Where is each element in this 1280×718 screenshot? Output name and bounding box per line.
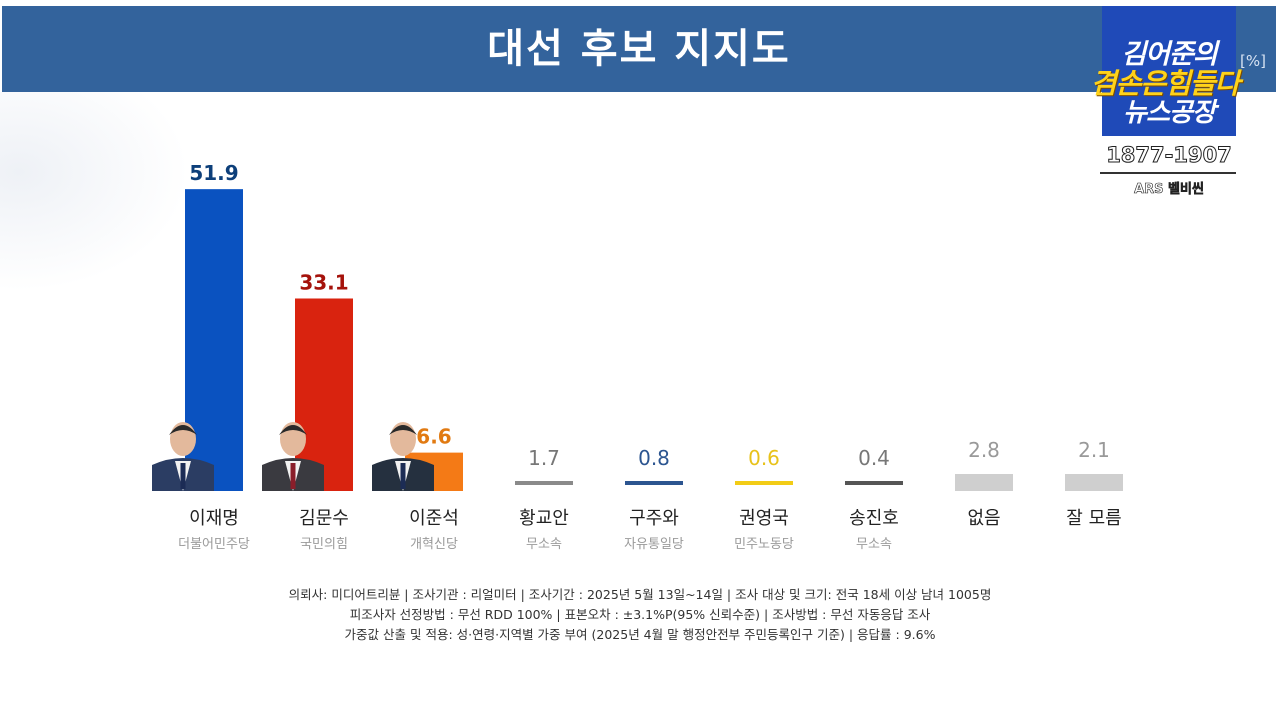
- category-label: 권영국: [739, 508, 789, 529]
- footnote-line: 피조사자 선정방법 : 무선 RDD 100% | 표본오차 : ±3.1%P(…: [349, 607, 931, 622]
- category-label: 이재명: [189, 508, 239, 529]
- logo-text-line3: 뉴스공장: [1123, 98, 1216, 128]
- bar: [515, 481, 573, 485]
- footnote-line: 가중값 산출 및 적용: 성·연령·지역별 가중 부여 (2025년 4월 말 …: [344, 627, 936, 642]
- data-label: 33.1: [299, 270, 348, 294]
- category-label: 송진호: [849, 508, 899, 529]
- data-label: 0.8: [638, 446, 670, 470]
- party-label: 민주노동당: [734, 537, 794, 552]
- party-label: 더불어민주당: [178, 537, 250, 552]
- category-label: 황교안: [519, 508, 569, 529]
- bar: [1065, 474, 1123, 491]
- data-label: 0.6: [748, 446, 780, 470]
- program-logo: 김어준의 겸손은힘들다 뉴스공장: [1091, 6, 1240, 136]
- logo-text-line2: 겸손은힘들다: [1090, 67, 1241, 100]
- party-label: 국민의힘: [300, 537, 348, 552]
- category-label: 이준석: [409, 508, 459, 529]
- category-label: 구주와: [629, 508, 679, 529]
- bar: [845, 481, 903, 485]
- page-title: 대선 후보 지지도: [487, 26, 791, 72]
- bar: [955, 474, 1013, 491]
- logo-text-line1: 김어준의: [1121, 39, 1217, 70]
- footnote-line: 의뢰사: 미디어트리뷴 | 조사기관 : 리얼미터 | 조사기간 : 2025년…: [288, 587, 992, 602]
- party-label: 무소속: [526, 537, 562, 552]
- party-label: 자유통일당: [624, 537, 684, 552]
- party-label: 개혁신당: [410, 537, 458, 552]
- data-label: 51.9: [189, 161, 238, 185]
- unit-label: [%]: [1240, 52, 1266, 70]
- ars-label: ARS 벨비씬: [1134, 182, 1204, 198]
- bar: [295, 298, 353, 491]
- category-label: 김문수: [299, 508, 349, 529]
- candidate-photo: [372, 422, 434, 491]
- data-label: 2.8: [968, 438, 1000, 462]
- background-decoration: [0, 92, 190, 292]
- survey-footnote: 의뢰사: 미디어트리뷴 | 조사기관 : 리얼미터 | 조사기간 : 2025년…: [0, 585, 1280, 645]
- divider: [1100, 172, 1236, 174]
- candidate-photo: [262, 422, 324, 491]
- header-bar: 대선 후보 지지도 [%]: [2, 6, 1276, 92]
- data-label: 6.6: [416, 425, 451, 449]
- candidate-photo: [152, 422, 214, 491]
- category-label: 없음: [967, 508, 1000, 529]
- phone-number: 1877-1907: [1106, 143, 1233, 168]
- bar: [735, 481, 793, 485]
- data-label: 0.4: [858, 446, 890, 470]
- data-label: 2.1: [1078, 438, 1110, 462]
- party-label: 무소속: [856, 537, 892, 552]
- bar: [625, 481, 683, 485]
- category-label: 잘 모름: [1066, 508, 1121, 529]
- data-label: 1.7: [528, 446, 560, 470]
